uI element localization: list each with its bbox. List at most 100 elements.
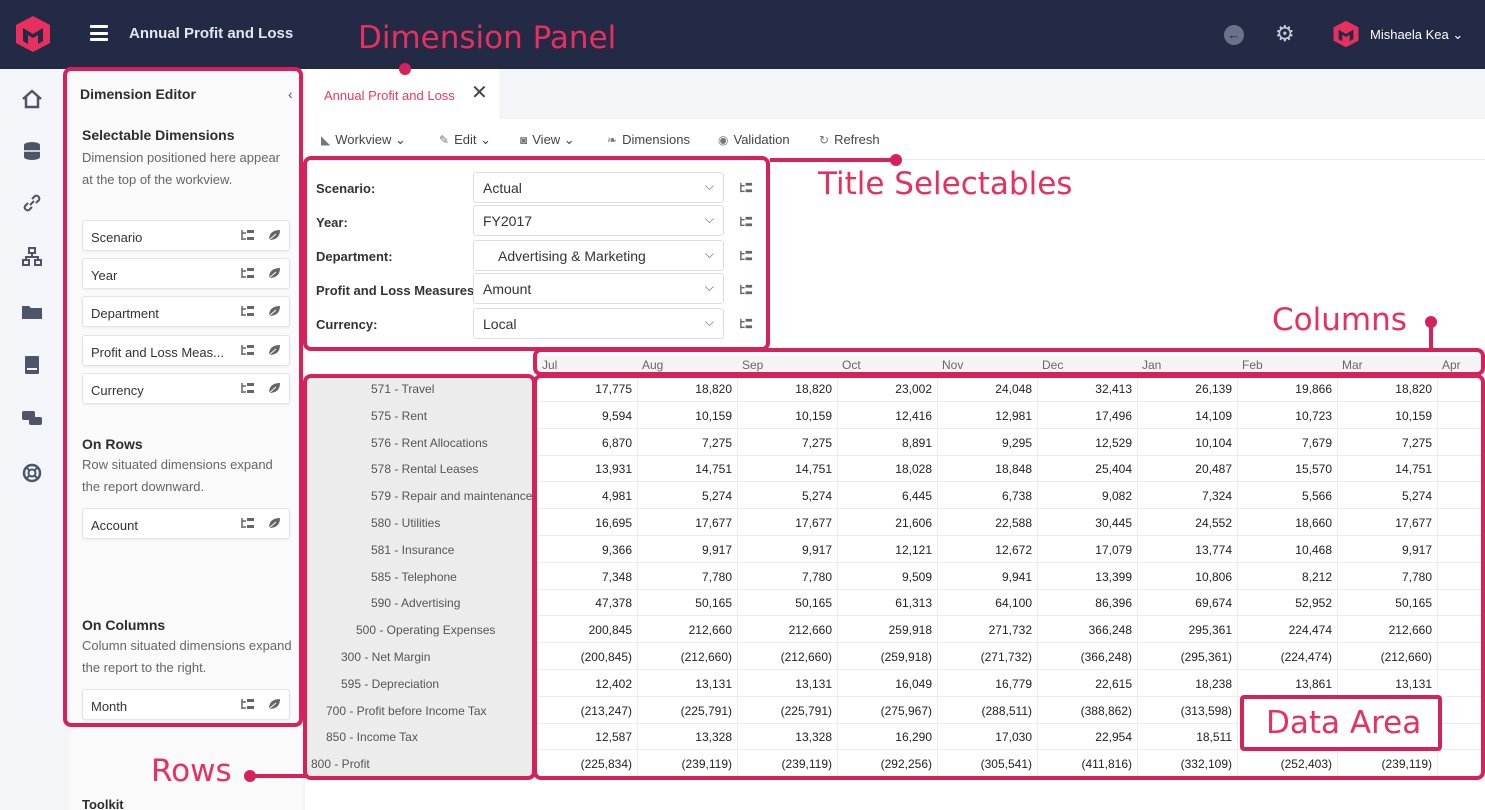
data-cell[interactable]: 9,082	[1101, 489, 1132, 504]
data-cell[interactable]: 16,290	[895, 730, 932, 745]
row-header[interactable]: 581 - Insurance	[371, 542, 455, 557]
data-cell[interactable]: (225,791)	[680, 703, 732, 718]
dimension-card-account[interactable]: Account	[82, 508, 290, 539]
dimension-card-scenario[interactable]: Scenario	[82, 220, 290, 251]
data-cell[interactable]: (225,834)	[580, 757, 632, 772]
data-cell[interactable]: 22,588	[995, 516, 1032, 530]
data-cell[interactable]: 7,275	[1401, 435, 1432, 450]
data-cell[interactable]: 13,328	[695, 730, 732, 745]
data-cell[interactable]: 200,845	[588, 623, 632, 638]
close-tab-icon[interactable]: ✕	[471, 82, 488, 104]
data-cell[interactable]: 7,275	[701, 435, 732, 450]
data-cell[interactable]: 10,723	[1295, 408, 1332, 423]
back-arrow-icon[interactable]: ←	[1224, 25, 1244, 45]
hierarchy-tree-icon[interactable]	[240, 266, 255, 281]
data-cell[interactable]: 13,131	[1395, 676, 1432, 691]
hierarchy-tree-icon[interactable]	[240, 516, 255, 531]
data-cell[interactable]: (200,845)	[580, 650, 632, 664]
column-header[interactable]: Feb	[1242, 358, 1263, 372]
hierarchy-icon[interactable]	[20, 245, 44, 269]
data-cell[interactable]: 14,751	[795, 462, 832, 477]
user-menu[interactable]: Mishaela Kea ⌄	[1370, 27, 1464, 42]
data-cell[interactable]: 14,751	[1395, 462, 1432, 477]
data-cell[interactable]: (275,967)	[880, 703, 932, 718]
data-cell[interactable]: 7,780	[801, 569, 832, 584]
data-cell[interactable]: 7,780	[1401, 569, 1432, 584]
data-cell[interactable]: 22,954	[1095, 730, 1132, 745]
data-cell[interactable]: 12,402	[595, 676, 632, 691]
column-header[interactable]: Sep	[742, 358, 764, 372]
hierarchy-tree-icon[interactable]	[240, 304, 255, 319]
data-cell[interactable]: (332,109)	[1180, 757, 1232, 772]
collapse-panel-icon[interactable]: ‹	[288, 86, 293, 102]
data-cell[interactable]: 14,109	[1195, 408, 1232, 423]
data-cell[interactable]: (259,918)	[880, 650, 932, 664]
data-cell[interactable]: 9,941	[1001, 569, 1032, 584]
leaf-icon[interactable]	[267, 697, 281, 711]
data-cell[interactable]: (366,248)	[1080, 650, 1132, 664]
leaf-icon[interactable]	[267, 381, 281, 395]
data-cell[interactable]: 17,775	[595, 382, 632, 396]
data-cell[interactable]: 9,917	[1401, 542, 1432, 557]
data-cell[interactable]: 9,366	[601, 542, 632, 557]
column-header[interactable]: Aug	[642, 358, 664, 372]
data-cell[interactable]: (212,660)	[780, 650, 832, 664]
data-cell[interactable]: 17,079	[1095, 542, 1132, 557]
year-select[interactable]: FY2017 ⌵	[473, 205, 724, 236]
data-cell[interactable]: (212,660)	[680, 650, 732, 664]
leaf-icon[interactable]	[267, 266, 281, 280]
row-header[interactable]: 571 - Travel	[371, 382, 435, 396]
profit-and-loss-measures-hierarchy-icon[interactable]	[739, 283, 753, 297]
scenario-hierarchy-icon[interactable]	[739, 181, 753, 195]
data-cell[interactable]: 24,048	[995, 382, 1032, 396]
leaf-icon[interactable]	[267, 304, 281, 318]
data-cell[interactable]: 10,159	[695, 408, 732, 423]
data-cell[interactable]: 7,348	[601, 569, 632, 584]
column-header[interactable]: Apr	[1442, 358, 1461, 372]
data-cell[interactable]: 18,820	[695, 382, 732, 396]
data-cell[interactable]: 7,324	[1201, 489, 1232, 504]
hierarchy-tree-icon[interactable]	[240, 228, 255, 243]
data-cell[interactable]: (295,361)	[1180, 650, 1232, 664]
dimensions-button[interactable]: ❧ Dimensions	[607, 132, 690, 147]
data-cell[interactable]: (252,403)	[1280, 757, 1332, 772]
row-header[interactable]: 575 - Rent	[371, 408, 428, 423]
data-cell[interactable]: 10,468	[1295, 542, 1332, 557]
data-cell[interactable]: (224,474)	[1280, 650, 1332, 664]
data-cell[interactable]: 9,594	[601, 408, 632, 423]
data-cell[interactable]: 212,660	[788, 623, 832, 638]
row-header[interactable]: 500 - Operating Expenses	[356, 623, 496, 638]
department-select[interactable]: Advertising & Marketing ⌵	[473, 240, 724, 271]
edit-menu[interactable]: ✎ Edit ⌄	[439, 132, 491, 148]
data-cell[interactable]: 61,313	[895, 596, 932, 611]
data-cell[interactable]: 7,679	[1301, 435, 1332, 450]
currency-hierarchy-icon[interactable]	[739, 317, 753, 331]
data-cell[interactable]: 13,931	[595, 462, 632, 477]
toolkit-heading[interactable]: Toolkit	[82, 797, 124, 810]
validation-button[interactable]: ◉ Validation	[718, 132, 790, 147]
data-cell[interactable]: 16,779	[995, 676, 1032, 691]
settings-gear-icon[interactable]: ⚙	[1275, 21, 1295, 46]
data-cell[interactable]: 25,404	[1095, 462, 1132, 477]
row-header[interactable]: 800 - Profit	[311, 757, 370, 772]
hamburger-menu-icon[interactable]	[90, 25, 108, 41]
dimension-card-department[interactable]: Department	[82, 296, 290, 327]
data-cell[interactable]: 19,866	[1295, 382, 1332, 396]
data-cell[interactable]: (212,660)	[1380, 650, 1432, 664]
data-cell[interactable]: 10,159	[795, 408, 832, 423]
data-cell[interactable]: 20,487	[1195, 462, 1232, 477]
data-cell[interactable]: 12,416	[895, 408, 932, 423]
data-cell[interactable]: 6,870	[601, 435, 632, 450]
data-cell[interactable]: 30,445	[1095, 516, 1132, 530]
column-header[interactable]: Oct	[842, 358, 861, 372]
data-cell[interactable]: 5,274	[1401, 489, 1432, 504]
data-cell[interactable]: 16,695	[595, 516, 632, 530]
column-header[interactable]: Nov	[942, 358, 964, 372]
lifebuoy-icon[interactable]	[20, 461, 44, 485]
row-header[interactable]: 700 - Profit before Income Tax	[326, 703, 487, 718]
scenario-select[interactable]: Actual ⌵	[473, 172, 724, 203]
row-header[interactable]: 576 - Rent Allocations	[371, 435, 488, 450]
data-cell[interactable]: 6,738	[1001, 489, 1032, 504]
data-cell[interactable]: (288,511)	[981, 703, 1032, 718]
data-cell[interactable]: 17,677	[795, 516, 832, 530]
